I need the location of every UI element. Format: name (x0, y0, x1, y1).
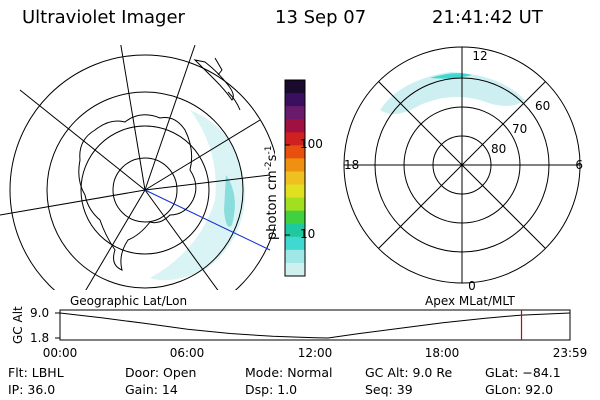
colorbar-segment (285, 262, 305, 277)
time-tick-0: 00:00 (43, 346, 78, 360)
aurora-oval-geo (150, 110, 246, 281)
observation-time: 21:41:42 UT (432, 7, 543, 28)
geographic-label: Geographic Lat/Lon (70, 294, 187, 308)
colorbar-segment (285, 93, 305, 107)
gain-info: Gain: 14 (125, 382, 178, 397)
colorbar-segment (285, 184, 305, 199)
ip-info: IP: 36.0 (8, 382, 55, 397)
colorbar-segment (285, 197, 305, 212)
lat-label-80: 80 (491, 142, 506, 156)
mlt-label-6: 6 (575, 158, 583, 172)
altitude-curve (59, 312, 571, 339)
door-info: Door: Open (125, 365, 196, 380)
time-tick-1: 06:00 (170, 346, 205, 360)
seq-info: Seq: 39 (365, 382, 413, 397)
footprint-track (144, 189, 271, 251)
lat-label-60: 60 (535, 99, 550, 113)
altitude-axis-label: GC Alt (11, 306, 25, 344)
polar-mlt-plot: 12 0 18 6 60 70 80 (343, 46, 583, 293)
time-tick-3: 18:00 (425, 346, 460, 360)
mlt-label-12: 12 (472, 49, 487, 63)
altitude-tick-top: 9.0 (30, 306, 49, 320)
mlt-label-0: 0 (468, 279, 476, 293)
altitude-tick-bottom: 1.8 (30, 331, 49, 345)
colorbar-segment (285, 236, 305, 251)
glon-info: GLon: 92.0 (485, 382, 553, 397)
instrument-title: Ultraviolet Imager (22, 7, 185, 28)
instrument-info: Flt: LBHL IP: 36.0 Door: Open Gain: 14 M… (8, 365, 561, 397)
colorbar-label: photon cm-2s-1 (264, 146, 280, 240)
dsp-info: Dsp: 1.0 (245, 382, 297, 397)
colorbar-segment (285, 249, 305, 264)
mlt-label-18: 18 (344, 158, 359, 172)
colorbar-segment (285, 106, 305, 120)
colorbar-tick-10: 10 (300, 227, 315, 241)
time-tick-2: 12:00 (298, 346, 333, 360)
colorbar-segment (285, 132, 305, 146)
colorbar-tick-100: 100 (300, 137, 323, 151)
glat-info: GLat: −84.1 (485, 365, 561, 380)
colorbar-segment (285, 171, 305, 186)
lat-label-70: 70 (512, 122, 527, 136)
time-tick-4: 23:59 (553, 346, 588, 360)
colorbar-segment (285, 158, 305, 172)
aurora-bright-geo (224, 175, 235, 227)
colorbar-frame (284, 79, 306, 277)
colorbar-segment (285, 210, 305, 225)
apex-label: Apex MLat/MLT (425, 294, 515, 308)
colorbar-segment (285, 223, 305, 238)
coastline (78, 114, 197, 271)
colorbar-segment (285, 80, 305, 94)
gc-alt-info: GC Alt: 9.0 Re (365, 365, 452, 380)
colorbar-segment (285, 145, 305, 159)
colorbar-segment (285, 119, 305, 133)
color-scale-bar (284, 79, 306, 277)
filter-info: Flt: LBHL (8, 365, 64, 380)
altitude-timeline: GC Alt 9.0 1.8 00:00 06:00 12:00 18:00 2… (11, 306, 587, 360)
observation-date: 13 Sep 07 (275, 7, 367, 28)
geographic-map (0, 45, 275, 290)
mode-info: Mode: Normal (245, 365, 332, 380)
